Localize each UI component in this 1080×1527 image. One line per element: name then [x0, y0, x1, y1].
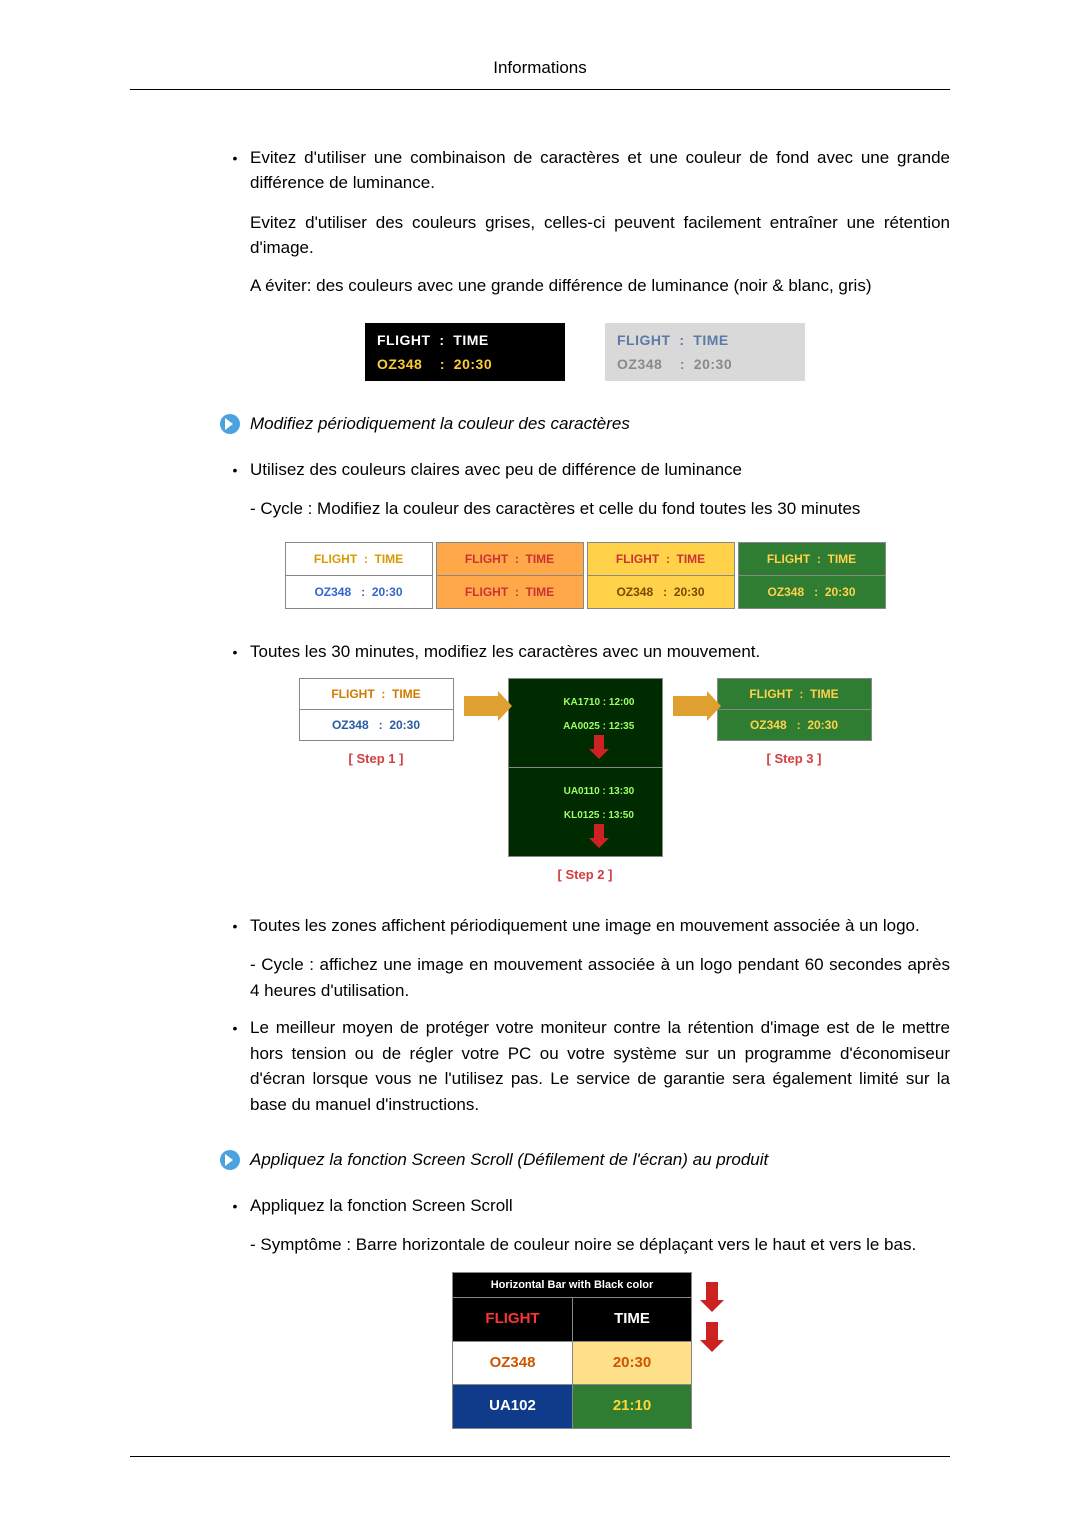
- step-2: KA1710 : 12:00 AA0025 : 12:35 UA0110 : 1…: [508, 678, 663, 885]
- cell-bot: FLIGHT : TIME: [437, 576, 583, 608]
- step-row: FLIGHT : TIME: [718, 679, 871, 709]
- scroll-table-row: OZ34820:30: [453, 1341, 691, 1385]
- arrow-down-icon: [594, 735, 604, 749]
- figure-steps: FLIGHT : TIME OZ348 : 20:30 [ Step 1 ] K…: [220, 678, 950, 885]
- step-row: FLIGHT : TIME: [300, 679, 453, 709]
- color-cycle-cell: FLIGHT : TIMEOZ348 : 20:30: [285, 542, 433, 609]
- scroll-cell: OZ348: [453, 1341, 572, 1385]
- bullet-marker: •: [220, 145, 250, 196]
- step-row: UA0110 : 13:30 KL0125 : 13:50: [509, 767, 662, 856]
- arrow-bullet-icon: [220, 414, 240, 434]
- color-cycle-cell: FLIGHT : TIMEFLIGHT : TIME: [436, 542, 584, 609]
- bullet-item: • Toutes les zones affichent périodiquem…: [220, 913, 950, 939]
- step2-line: AA0025 : 12:35: [563, 721, 634, 732]
- section-heading: Modifiez périodiquement la couleur des c…: [250, 411, 630, 437]
- arrow-down-icon: [706, 1322, 718, 1340]
- content-body: • Evitez d'utiliser une combinaison de c…: [130, 145, 950, 1429]
- section-heading-row: Modifiez périodiquement la couleur des c…: [220, 411, 950, 437]
- bullet-item: • Evitez d'utiliser une combinaison de c…: [220, 145, 950, 196]
- bullet-marker: •: [220, 1193, 250, 1219]
- arrow-right-icon: [673, 696, 707, 716]
- step-row: OZ348 : 20:30: [718, 709, 871, 740]
- bullet-text: Utilisez des couleurs claires avec peu d…: [250, 457, 950, 483]
- step-label: [ Step 3 ]: [717, 749, 872, 769]
- section-heading: Appliquez la fonction Screen Scroll (Déf…: [250, 1147, 768, 1173]
- footer-rule: [130, 1456, 950, 1457]
- scroll-table-row: UA10221:10: [453, 1384, 691, 1428]
- cell-bot: OZ348 : 20:30: [739, 576, 885, 608]
- paragraph: Evitez d'utiliser des couleurs grises, c…: [220, 210, 950, 261]
- bullet-text: Appliquez la fonction Screen Scroll: [250, 1193, 950, 1219]
- scroll-table-row: FLIGHTTIME: [453, 1297, 691, 1341]
- bullet-text: Le meilleur moyen de protéger votre moni…: [250, 1015, 950, 1117]
- step-row: OZ348 : 20:30: [300, 709, 453, 740]
- bullet-text: Toutes les zones affichent périodiquemen…: [250, 913, 950, 939]
- scroll-cell: 21:10: [572, 1384, 691, 1428]
- bullet-item: • Utilisez des couleurs claires avec peu…: [220, 457, 950, 483]
- step-box: FLIGHT : TIME OZ348 : 20:30: [717, 678, 872, 741]
- step-label: [ Step 2 ]: [508, 865, 663, 885]
- cell-top: FLIGHT : TIME: [739, 543, 885, 576]
- cell-top: FLIGHT : TIME: [437, 543, 583, 576]
- figure-screen-scroll: Horizontal Bar with Black color FLIGHTTI…: [220, 1272, 950, 1429]
- page-title: Informations: [493, 58, 587, 77]
- bullet-marker: •: [220, 1015, 250, 1117]
- step-box: FLIGHT : TIME OZ348 : 20:30: [299, 678, 454, 741]
- scroll-cell: FLIGHT: [453, 1297, 572, 1341]
- bullet-marker: •: [220, 457, 250, 483]
- arrow-down-icon: [706, 1282, 718, 1300]
- cell-top: FLIGHT : TIME: [286, 543, 432, 576]
- color-cycle-cell: FLIGHT : TIMEOZ348 : 20:30: [587, 542, 735, 609]
- step2-line: KL0125 : 13:50: [564, 810, 634, 821]
- step2-line: KA1710 : 12:00: [563, 697, 634, 708]
- step-box: KA1710 : 12:00 AA0025 : 12:35 UA0110 : 1…: [508, 678, 663, 857]
- cell-bot: OZ348 : 20:30: [588, 576, 734, 608]
- arrow-bullet-icon: [220, 1150, 240, 1170]
- arrow-down-icon: [594, 824, 604, 838]
- bullet-text: Toutes les 30 minutes, modifiez les cara…: [250, 639, 950, 665]
- paragraph: - Cycle : Modifiez la couleur des caract…: [220, 496, 950, 522]
- paragraph: - Symptôme : Barre horizontale de couleu…: [220, 1232, 950, 1258]
- panel-dark: FLIGHT : TIME OZ348 : 20:30: [365, 323, 565, 381]
- panel-row: FLIGHT : TIME: [365, 323, 565, 353]
- arrow-column: [706, 1272, 718, 1362]
- scroll-table-title: Horizontal Bar with Black color: [453, 1273, 691, 1298]
- panel-row: OZ348 : 20:30: [605, 353, 805, 381]
- bullet-marker: •: [220, 639, 250, 665]
- scroll-cell: TIME: [572, 1297, 691, 1341]
- figure-color-cycle: FLIGHT : TIMEOZ348 : 20:30FLIGHT : TIMEF…: [220, 542, 950, 609]
- scroll-cell: 20:30: [572, 1341, 691, 1385]
- paragraph: A éviter: des couleurs avec une grande d…: [220, 273, 950, 299]
- scroll-table: Horizontal Bar with Black color FLIGHTTI…: [452, 1272, 692, 1429]
- step-label: [ Step 1 ]: [299, 749, 454, 769]
- step-1: FLIGHT : TIME OZ348 : 20:30 [ Step 1 ]: [299, 678, 454, 769]
- bullet-marker: •: [220, 913, 250, 939]
- panel-row: FLIGHT : TIME: [605, 323, 805, 353]
- bullet-item: • Appliquez la fonction Screen Scroll: [220, 1193, 950, 1219]
- page-header: Informations: [130, 55, 950, 90]
- paragraph: - Cycle : affichez une image en mouvemen…: [220, 952, 950, 1003]
- bullet-item: • Toutes les 30 minutes, modifiez les ca…: [220, 639, 950, 665]
- step-3: FLIGHT : TIME OZ348 : 20:30 [ Step 3 ]: [717, 678, 872, 769]
- bullet-text: Evitez d'utiliser une combinaison de car…: [250, 145, 950, 196]
- cell-bot: OZ348 : 20:30: [286, 576, 432, 608]
- scroll-cell: UA102: [453, 1384, 572, 1428]
- bullet-item: • Le meilleur moyen de protéger votre mo…: [220, 1015, 950, 1117]
- color-cycle-cell: FLIGHT : TIMEOZ348 : 20:30: [738, 542, 886, 609]
- panel-row: OZ348 : 20:30: [365, 353, 565, 381]
- arrow-right-icon: [464, 696, 498, 716]
- cell-top: FLIGHT : TIME: [588, 543, 734, 576]
- figure-luminance-panels: FLIGHT : TIME OZ348 : 20:30 FLIGHT : TIM…: [220, 323, 950, 381]
- panel-grey: FLIGHT : TIME OZ348 : 20:30: [605, 323, 805, 381]
- section-heading-row: Appliquez la fonction Screen Scroll (Déf…: [220, 1147, 950, 1173]
- step-row: KA1710 : 12:00 AA0025 : 12:35: [509, 679, 662, 767]
- step2-line: UA0110 : 13:30: [564, 786, 635, 797]
